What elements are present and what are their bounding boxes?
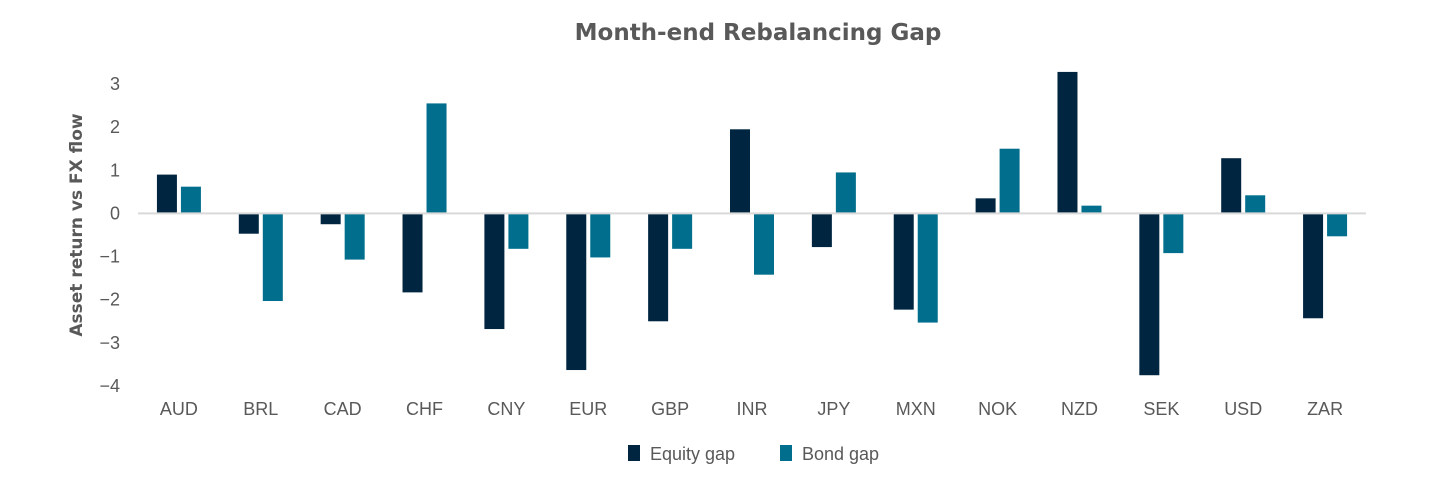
bar-equity-aud: [156, 174, 177, 214]
x-tick-label-chf: CHF: [406, 399, 443, 419]
bar-equity-sek: [1139, 213, 1160, 376]
bar-equity-mxn: [893, 213, 914, 310]
bar-bond-zar: [1327, 213, 1348, 237]
bar-equity-eur: [566, 213, 587, 371]
y-tick-label: 3: [110, 74, 120, 94]
x-tick-label-cad: CAD: [324, 399, 362, 419]
chart-title: Month-end Rebalancing Gap: [575, 20, 942, 46]
bar-bond-brl: [262, 213, 283, 302]
x-tick-label-nok: NOK: [978, 399, 1017, 419]
x-tick-label-aud: AUD: [160, 399, 198, 419]
bar-bond-cad: [344, 213, 365, 260]
bar-bond-aud: [180, 186, 201, 214]
bar-equity-brl: [238, 213, 259, 234]
x-tick-label-inr: INR: [737, 399, 768, 419]
bar-equity-jpy: [811, 213, 832, 248]
y-tick-label: −4: [99, 376, 120, 396]
bar-bond-sek: [1163, 213, 1184, 254]
x-tick-label-usd: USD: [1224, 399, 1262, 419]
bar-bond-gbp: [672, 213, 693, 249]
bar-bond-nzd: [1081, 205, 1102, 214]
x-tick-label-mxn: MXN: [896, 399, 936, 419]
bar-bond-inr: [754, 213, 774, 275]
bar-bond-chf: [426, 103, 447, 214]
legend-label-bond: Bond gap: [802, 444, 879, 464]
x-tick-label-brl: BRL: [243, 399, 278, 419]
y-tick-label: 2: [110, 117, 120, 137]
x-tick-label-cny: CNY: [487, 399, 525, 419]
x-tick-label-nzd: NZD: [1061, 399, 1098, 419]
bar-equity-nzd: [1057, 71, 1078, 214]
y-tick-label: −3: [99, 333, 120, 353]
bar-equity-zar: [1303, 213, 1324, 319]
x-tick-label-sek: SEK: [1143, 399, 1179, 419]
x-tick-label-eur: EUR: [569, 399, 607, 419]
bar-equity-cad: [320, 213, 341, 225]
x-tick-label-jpy: JPY: [817, 399, 850, 419]
bar-bond-eur: [590, 213, 611, 258]
bar-equity-gbp: [648, 213, 669, 322]
bars-group: [156, 71, 1348, 376]
bar-equity-nok: [975, 198, 996, 214]
legend: Equity gap Bond gap: [628, 444, 879, 464]
y-tick-label: −1: [99, 247, 120, 267]
legend-label-equity: Equity gap: [650, 444, 735, 464]
x-tick-label-zar: ZAR: [1307, 399, 1343, 419]
bar-equity-usd: [1221, 158, 1242, 214]
bar-equity-chf: [402, 213, 423, 293]
bar-bond-nok: [999, 148, 1020, 214]
y-axis-ticks: 3 2 1 0 −1 −2 −3 −4: [99, 74, 120, 396]
bar-equity-inr: [730, 129, 750, 214]
y-tick-label: 1: [110, 160, 120, 180]
bar-bond-usd: [1245, 195, 1266, 214]
y-tick-label: 0: [110, 203, 120, 223]
x-axis-ticks: AUD BRL CAD CHF CNY EUR GBP INR JPY MXN NOK NZD SEK U…: [160, 399, 1343, 419]
y-axis-label: Asset return vs FX flow: [67, 113, 87, 337]
bar-bond-jpy: [835, 172, 856, 214]
x-tick-label-gbp: GBP: [651, 399, 689, 419]
y-tick-label: −2: [99, 290, 120, 310]
legend-swatch-equity: [628, 445, 640, 461]
bar-bond-mxn: [917, 213, 938, 323]
legend-swatch-bond: [780, 445, 792, 461]
bar-bond-cny: [508, 213, 529, 249]
bar-equity-cny: [484, 213, 505, 330]
